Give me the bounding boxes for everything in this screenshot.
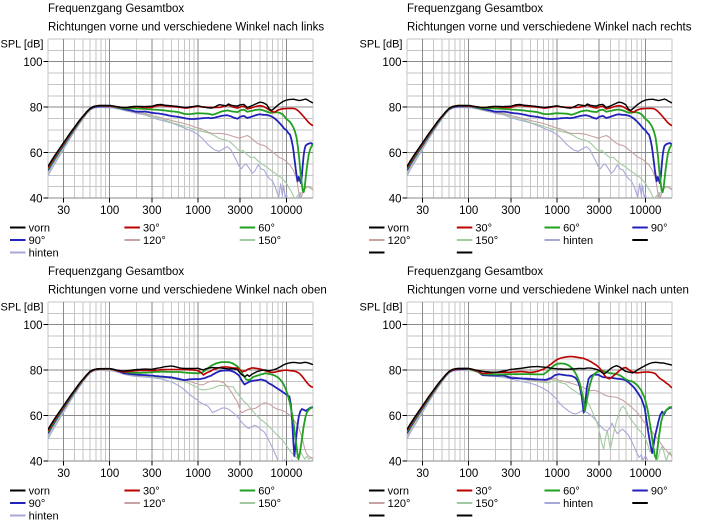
svg-text:Frequenzgang Gesamtbox: Frequenzgang Gesamtbox (407, 3, 543, 15)
svg-text:90°: 90° (651, 485, 668, 497)
svg-text:vorn: vorn (29, 222, 50, 234)
svg-text:Frequenzgang Gesamtbox: Frequenzgang Gesamtbox (48, 3, 184, 15)
svg-text:30: 30 (416, 205, 429, 217)
svg-text:Richtungen vorne und verschied: Richtungen vorne und verschiedene Winkel… (48, 21, 324, 33)
svg-text:hinten: hinten (563, 498, 593, 510)
svg-text:1000: 1000 (185, 468, 211, 480)
svg-text:3000: 3000 (227, 468, 253, 480)
svg-text:30°: 30° (475, 222, 492, 234)
svg-text:hinten: hinten (29, 510, 59, 522)
svg-text:1000: 1000 (544, 205, 570, 217)
svg-text:40: 40 (389, 193, 402, 205)
svg-text:80: 80 (389, 102, 402, 114)
svg-text:90°: 90° (651, 222, 668, 234)
svg-text:60: 60 (30, 411, 43, 423)
svg-text:40: 40 (389, 456, 402, 468)
svg-text:40: 40 (30, 193, 43, 205)
svg-text:150°: 150° (475, 498, 498, 510)
svg-text:SPL [dB]: SPL [dB] (0, 301, 43, 313)
svg-text:80: 80 (30, 102, 43, 114)
svg-text:Richtungen vorne und verschied: Richtungen vorne und verschiedene Winkel… (407, 284, 689, 296)
svg-text:60°: 60° (258, 485, 275, 497)
svg-text:SPL [dB]: SPL [dB] (359, 38, 402, 50)
svg-text:Richtungen vorne und verschied: Richtungen vorne und verschiedene Winkel… (48, 284, 327, 296)
svg-text:1000: 1000 (544, 468, 570, 480)
svg-text:80: 80 (30, 365, 43, 377)
svg-text:Richtungen vorne und verschied: Richtungen vorne und verschiedene Winkel… (407, 21, 692, 33)
svg-text:10000: 10000 (270, 205, 302, 217)
svg-text:10000: 10000 (629, 205, 661, 217)
svg-text:300: 300 (501, 468, 520, 480)
svg-text:60: 60 (389, 411, 402, 423)
svg-text:SPL [dB]: SPL [dB] (0, 38, 43, 50)
svg-text:60: 60 (389, 148, 402, 160)
svg-text:100: 100 (459, 205, 478, 217)
svg-text:3000: 3000 (586, 205, 612, 217)
svg-text:300: 300 (142, 205, 161, 217)
svg-text:60°: 60° (563, 485, 580, 497)
svg-text:120°: 120° (143, 498, 166, 510)
svg-text:150°: 150° (258, 498, 281, 510)
svg-text:Frequenzgang Gesamtbox: Frequenzgang Gesamtbox (48, 266, 184, 278)
svg-text:120°: 120° (388, 498, 411, 510)
svg-text:80: 80 (389, 365, 402, 377)
svg-text:100: 100 (23, 320, 42, 332)
svg-text:40: 40 (30, 456, 43, 468)
svg-text:vorn: vorn (388, 485, 409, 497)
svg-text:3000: 3000 (227, 205, 253, 217)
svg-text:90°: 90° (29, 235, 46, 247)
svg-text:100: 100 (382, 320, 401, 332)
svg-text:3000: 3000 (586, 468, 612, 480)
svg-text:30: 30 (57, 205, 70, 217)
svg-text:100: 100 (459, 468, 478, 480)
svg-text:30: 30 (57, 468, 70, 480)
svg-text:100: 100 (100, 468, 119, 480)
svg-text:100: 100 (23, 57, 42, 69)
svg-text:120°: 120° (143, 235, 166, 247)
svg-text:100: 100 (382, 57, 401, 69)
svg-text:SPL [dB]: SPL [dB] (359, 301, 402, 313)
svg-text:30°: 30° (143, 222, 160, 234)
svg-text:30: 30 (416, 468, 429, 480)
svg-text:300: 300 (501, 205, 520, 217)
svg-text:90°: 90° (29, 498, 46, 510)
svg-text:300: 300 (142, 468, 161, 480)
svg-text:hinten: hinten (563, 235, 593, 247)
svg-text:30°: 30° (475, 485, 492, 497)
svg-text:30°: 30° (143, 485, 160, 497)
svg-text:vorn: vorn (29, 485, 50, 497)
svg-text:100: 100 (100, 205, 119, 217)
svg-text:60: 60 (30, 148, 43, 160)
svg-text:10000: 10000 (270, 468, 302, 480)
svg-text:60°: 60° (258, 222, 275, 234)
svg-text:60°: 60° (563, 222, 580, 234)
svg-text:vorn: vorn (388, 222, 409, 234)
svg-text:120°: 120° (388, 235, 411, 247)
svg-text:10000: 10000 (629, 468, 661, 480)
svg-text:1000: 1000 (185, 205, 211, 217)
svg-text:150°: 150° (258, 235, 281, 247)
svg-text:150°: 150° (475, 235, 498, 247)
svg-text:Frequenzgang Gesamtbox: Frequenzgang Gesamtbox (407, 266, 543, 278)
svg-text:hinten: hinten (29, 247, 59, 259)
